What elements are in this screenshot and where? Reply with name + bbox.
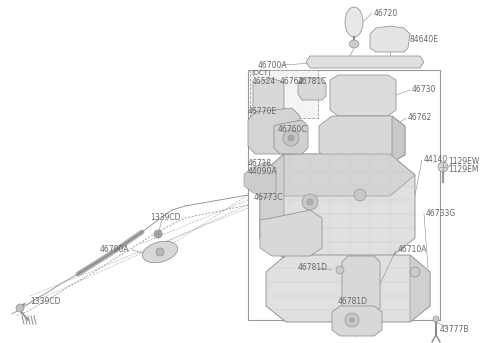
Text: 44140: 44140 bbox=[424, 155, 448, 165]
Text: 46781D: 46781D bbox=[338, 297, 368, 307]
Polygon shape bbox=[260, 210, 322, 256]
Text: 1339CD: 1339CD bbox=[30, 297, 60, 307]
Polygon shape bbox=[332, 306, 382, 336]
Text: 1339CD: 1339CD bbox=[150, 213, 180, 223]
Circle shape bbox=[154, 230, 162, 238]
Text: 46718: 46718 bbox=[248, 158, 272, 167]
Circle shape bbox=[354, 189, 366, 201]
Text: 1129EM: 1129EM bbox=[448, 166, 479, 175]
Circle shape bbox=[345, 313, 359, 327]
Polygon shape bbox=[410, 255, 430, 322]
Polygon shape bbox=[306, 56, 424, 68]
Ellipse shape bbox=[349, 40, 359, 48]
Polygon shape bbox=[266, 255, 430, 322]
Polygon shape bbox=[319, 116, 405, 162]
Text: 46790A: 46790A bbox=[100, 246, 130, 255]
Circle shape bbox=[283, 130, 299, 146]
Circle shape bbox=[288, 135, 294, 141]
Text: 46730: 46730 bbox=[412, 85, 436, 95]
Circle shape bbox=[438, 162, 448, 172]
Circle shape bbox=[16, 304, 24, 312]
Text: 46720: 46720 bbox=[374, 9, 398, 17]
Text: 44090A: 44090A bbox=[248, 167, 277, 177]
Text: 46762: 46762 bbox=[408, 114, 432, 122]
Text: 43777B: 43777B bbox=[440, 326, 469, 334]
Text: 46710A: 46710A bbox=[398, 246, 428, 255]
Circle shape bbox=[433, 316, 439, 322]
Text: 46733G: 46733G bbox=[426, 210, 456, 218]
Ellipse shape bbox=[143, 241, 178, 263]
Circle shape bbox=[350, 318, 354, 322]
Text: 46770E: 46770E bbox=[248, 107, 277, 117]
Text: 46781C: 46781C bbox=[298, 78, 327, 86]
Circle shape bbox=[302, 194, 318, 210]
Polygon shape bbox=[274, 120, 308, 154]
Polygon shape bbox=[370, 26, 410, 52]
Circle shape bbox=[410, 267, 420, 277]
Polygon shape bbox=[342, 256, 380, 314]
Text: 46773C: 46773C bbox=[254, 193, 284, 202]
Polygon shape bbox=[392, 116, 405, 162]
Text: 84640E: 84640E bbox=[410, 35, 439, 45]
Text: 46781D: 46781D bbox=[298, 263, 328, 272]
Polygon shape bbox=[248, 108, 300, 154]
Polygon shape bbox=[244, 162, 276, 198]
Polygon shape bbox=[260, 154, 415, 196]
Polygon shape bbox=[330, 75, 396, 116]
Text: 46700A: 46700A bbox=[258, 60, 288, 70]
Circle shape bbox=[336, 266, 344, 274]
Text: 1129EW: 1129EW bbox=[448, 157, 480, 166]
Polygon shape bbox=[298, 78, 326, 100]
Bar bbox=[248, 70, 440, 320]
Text: 46762: 46762 bbox=[280, 78, 304, 86]
Circle shape bbox=[307, 199, 313, 205]
Polygon shape bbox=[260, 154, 415, 258]
Polygon shape bbox=[253, 78, 284, 116]
Circle shape bbox=[156, 248, 164, 256]
Polygon shape bbox=[260, 154, 284, 258]
Text: 46524: 46524 bbox=[252, 78, 276, 86]
Text: 46760C: 46760C bbox=[278, 126, 308, 134]
Text: (DCT): (DCT) bbox=[251, 70, 271, 76]
Bar bbox=[250, 70, 318, 118]
Ellipse shape bbox=[345, 7, 363, 37]
